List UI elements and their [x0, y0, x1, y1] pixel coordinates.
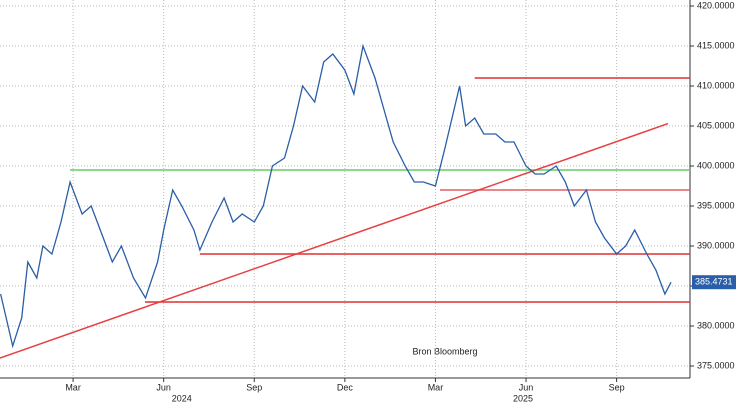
y-tick-label: 410.0000 — [697, 80, 735, 90]
x-tick-label: Dec — [337, 382, 354, 392]
y-tick-label: 380.0000 — [697, 320, 735, 330]
year-label: 2025 — [513, 393, 533, 403]
y-tick-label: 395.0000 — [697, 200, 735, 210]
last-value-label: 385.4731 — [695, 277, 733, 287]
x-tick-label: Jun — [156, 382, 171, 392]
y-tick-label: 375.0000 — [697, 360, 735, 370]
y-tick-label: 390.0000 — [697, 240, 735, 250]
price-line — [0, 43, 672, 349]
x-tick-label: Sep — [609, 382, 625, 392]
y-tick-label: 400.0000 — [697, 160, 735, 170]
y-tick-label: 415.0000 — [697, 40, 735, 50]
x-tick-label: Mar — [65, 382, 81, 392]
level-line — [0, 122, 669, 359]
x-tick-label: Jun — [519, 382, 534, 392]
annotation: Bron Bloomberg — [412, 346, 477, 356]
x-tick-label: Sep — [246, 382, 262, 392]
last-value-box — [692, 275, 736, 290]
y-tick-label: 405.0000 — [697, 120, 735, 130]
year-label: 2024 — [172, 393, 192, 403]
x-tick-label: Mar — [428, 382, 444, 392]
y-tick-label: 420.0000 — [697, 0, 735, 10]
